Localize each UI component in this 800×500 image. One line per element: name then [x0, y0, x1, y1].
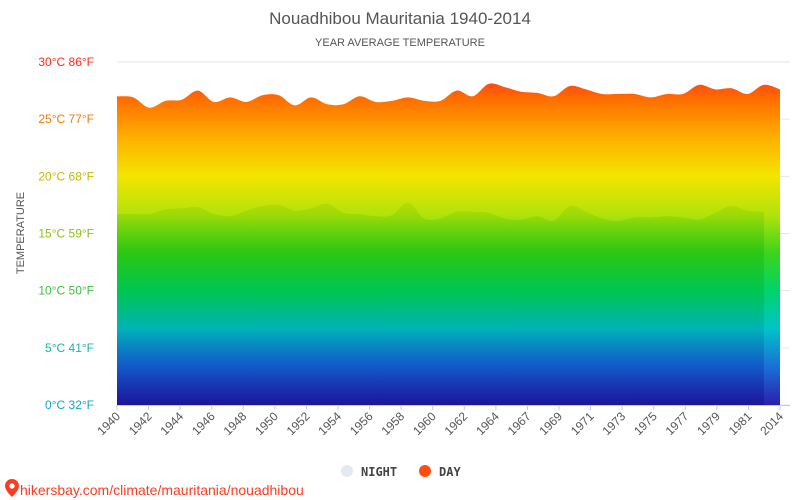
x-tick-label: 1962 — [442, 409, 471, 438]
x-tick-label: 1969 — [536, 409, 565, 438]
night-area-tint — [117, 202, 764, 405]
x-tick-label: 1973 — [599, 409, 628, 438]
x-tick-label: 1971 — [568, 409, 597, 438]
y-axis: 0°C 32°F 5°C 41°F 10°C 50°F 15°C 59°F 20°C 6… — [38, 55, 94, 412]
x-tick-label: 1944 — [157, 409, 186, 438]
y-tick-label: 5°C 41°F — [45, 341, 94, 355]
x-tick-label: 1954 — [315, 409, 344, 438]
x-tick-label: 1977 — [663, 409, 692, 438]
y-axis-label: TEMPERATURE — [15, 192, 27, 274]
x-tick-label: 1952 — [284, 409, 313, 438]
y-tick-label: 25°C 77°F — [38, 112, 94, 126]
x-tick-label: 1967 — [505, 409, 534, 438]
x-tick-label: 1960 — [410, 409, 439, 438]
x-tick-label: 1940 — [94, 409, 123, 438]
location-pin-icon — [5, 479, 19, 497]
plot-area — [117, 83, 780, 406]
legend-item-day[interactable]: DAY — [419, 465, 461, 479]
day-legend-label: DAY — [439, 465, 461, 479]
x-tick-label: 1948 — [221, 409, 250, 438]
x-tick-label: 1975 — [631, 409, 660, 438]
day-legend-marker — [419, 465, 431, 477]
source-link[interactable]: hikersbay.com/climate/mauritania/nouadhi… — [5, 479, 304, 498]
night-legend-label: NIGHT — [361, 465, 397, 479]
chart-subtitle: YEAR AVERAGE TEMPERATURE — [315, 37, 485, 49]
y-tick-label: 20°C 68°F — [38, 169, 94, 183]
y-tick-label: 10°C 50°F — [38, 284, 94, 298]
y-tick-label: 0°C 32°F — [45, 398, 94, 412]
x-tick-label: 1958 — [378, 409, 407, 438]
x-tick-label: 1950 — [252, 409, 281, 438]
x-tick-label: 1979 — [694, 409, 723, 438]
source-url: hikersbay.com/climate/mauritania/nouadhi… — [20, 482, 304, 498]
legend-item-night[interactable]: NIGHT — [341, 465, 397, 479]
x-tick-label: 1942 — [126, 409, 155, 438]
x-tick-label: 1946 — [189, 409, 218, 438]
night-legend-marker — [341, 465, 353, 477]
chart-title: Nouadhibou Mauritania 1940-2014 — [269, 9, 531, 28]
x-tick-label: 1981 — [726, 409, 755, 438]
x-tick-label: 1964 — [473, 409, 502, 438]
legend: NIGHT DAY — [341, 465, 461, 479]
y-tick-label: 15°C 59°F — [38, 227, 94, 241]
x-axis: 1940 1942 1944 1946 1948 1950 1952 1954 1956 1958… — [94, 405, 786, 438]
x-tick-label: 2014 — [757, 409, 786, 438]
x-tick-label: 1956 — [347, 409, 376, 438]
y-tick-label: 30°C 86°F — [38, 55, 94, 69]
